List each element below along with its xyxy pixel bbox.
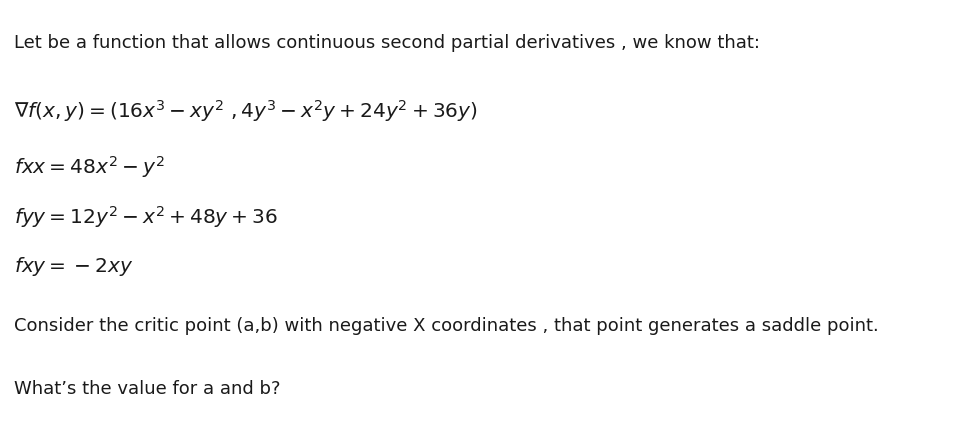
Text: What’s the value for a and b?: What’s the value for a and b? — [14, 380, 280, 398]
Text: $\mathit{fxx = 48x^2 - y^2}$: $\mathit{fxx = 48x^2 - y^2}$ — [14, 154, 164, 180]
Text: $\mathit{\nabla f(x,y) = (16x^3 - xy^2\ ,4y^3 - x^2y + 24y^2 + 36y)}$: $\mathit{\nabla f(x,y) = (16x^3 - xy^2\ … — [14, 98, 478, 124]
Text: Consider the critic point (a,b) with negative X coordinates , that point generat: Consider the critic point (a,b) with neg… — [14, 317, 878, 334]
Text: $\mathit{fxy = -2xy}$: $\mathit{fxy = -2xy}$ — [14, 255, 132, 278]
Text: $\mathit{fyy = 12y^2 - x^2 + 48y + 36}$: $\mathit{fyy = 12y^2 - x^2 + 48y + 36}$ — [14, 204, 278, 230]
Text: Let be a function that allows continuous second partial derivatives , we know th: Let be a function that allows continuous… — [14, 34, 759, 52]
